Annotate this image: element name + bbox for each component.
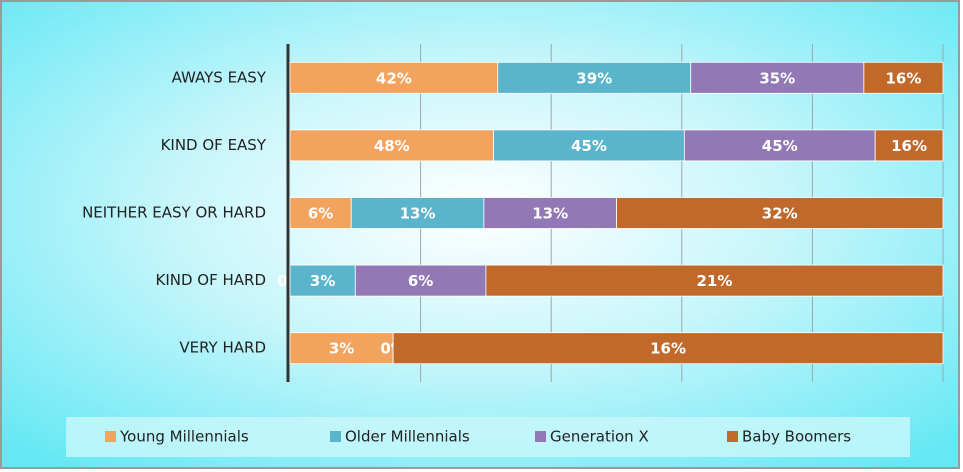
bar-segment	[493, 129, 685, 162]
bar-segment	[683, 129, 876, 162]
legend-label: Baby Boomers	[742, 428, 851, 446]
y-tick-label: KIND OF HARD	[155, 271, 266, 289]
value-label: 35%	[759, 69, 795, 87]
bar-segment	[874, 129, 944, 162]
y-tick-label: NEITHER EASY OR HARD	[82, 204, 266, 222]
value-label: 6%	[308, 205, 333, 223]
legend-swatch	[105, 431, 116, 442]
value-label: 13%	[532, 205, 568, 223]
y-tick-label: KIND OF EASY	[161, 136, 267, 154]
legend-swatch	[727, 431, 738, 442]
value-label: 39%	[576, 69, 612, 87]
bar-segment	[616, 197, 944, 229]
legend-box	[66, 417, 910, 457]
y-tick-label: AWAYS EASY	[172, 68, 267, 86]
bar-segment	[354, 264, 487, 297]
value-label: 42%	[376, 69, 412, 87]
y-tick-label: VERY HARD	[179, 339, 266, 357]
value-label: 6%	[408, 272, 433, 290]
bar-segment	[289, 129, 494, 162]
value-label: 3%	[310, 272, 335, 290]
value-label: 16%	[650, 340, 686, 358]
value-label: 48%	[374, 137, 410, 155]
value-label: 45%	[571, 137, 607, 155]
legend-swatch	[535, 431, 546, 442]
bar-segment	[289, 61, 499, 94]
value-label: 3%	[329, 340, 354, 358]
value-label: 16%	[885, 69, 921, 87]
legend-label: Generation X	[550, 428, 649, 446]
value-label: 32%	[762, 205, 798, 223]
bar-segment	[483, 197, 617, 229]
legend-label: Young Millennials	[119, 428, 249, 446]
bar-segment	[350, 197, 485, 229]
bar-segment	[863, 61, 944, 94]
value-label: 21%	[696, 272, 732, 290]
legend-swatch	[330, 431, 341, 442]
bar-segment	[485, 264, 944, 297]
bar-segment	[289, 264, 356, 297]
bar-segment	[289, 332, 394, 365]
bar-segment	[392, 332, 944, 365]
value-label: 16%	[891, 137, 927, 155]
value-label: 45%	[762, 137, 798, 155]
value-label: 13%	[400, 205, 436, 223]
legend-label: Older Millennials	[345, 428, 470, 446]
